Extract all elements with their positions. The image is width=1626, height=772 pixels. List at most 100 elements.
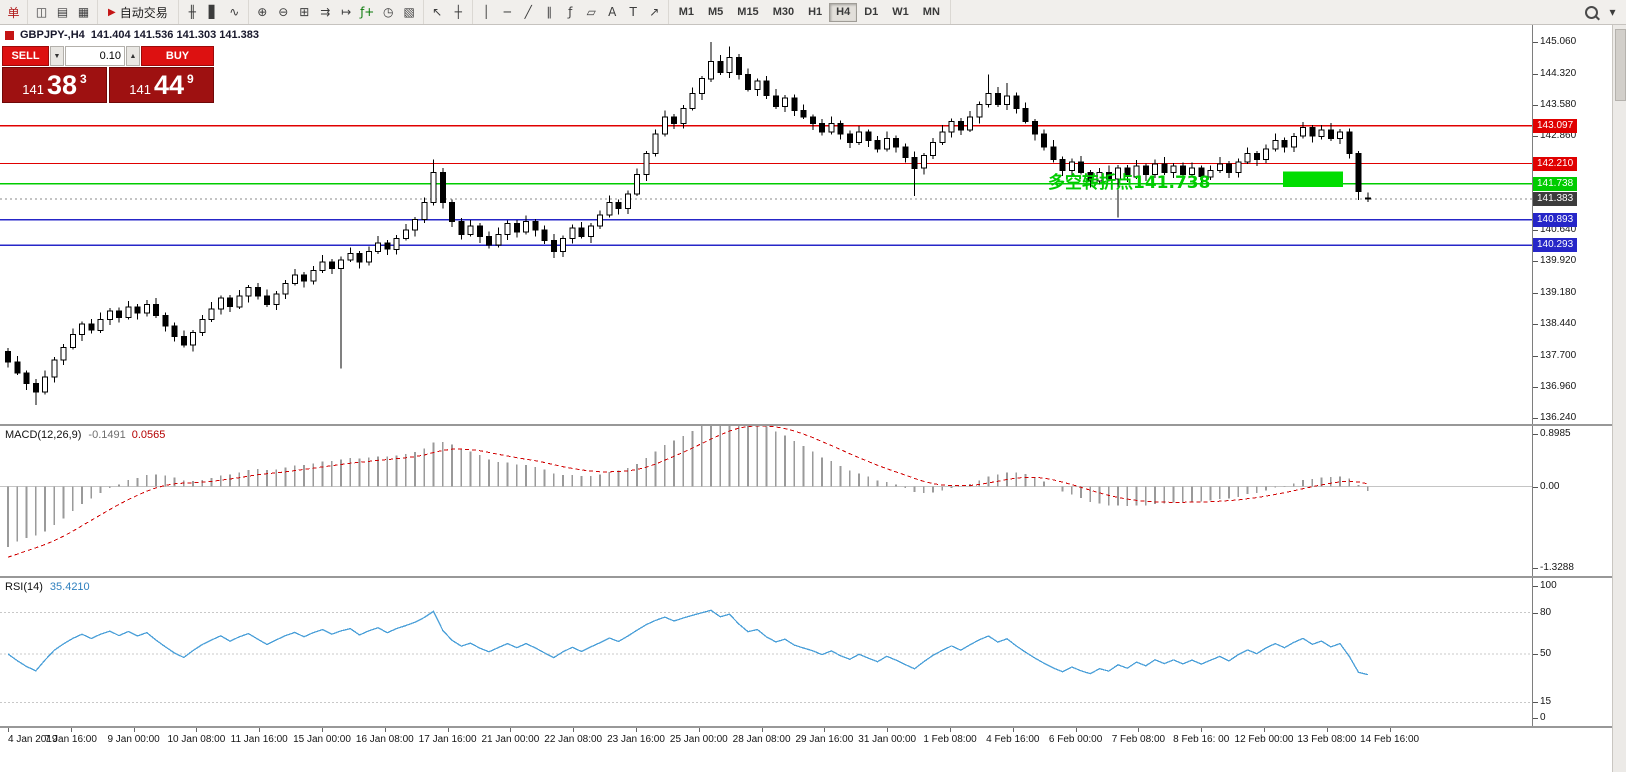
time-axis-tick (824, 728, 826, 732)
candlestick-chart-button[interactable]: ▋ (203, 2, 224, 23)
periods-button[interactable]: ◷ (378, 2, 399, 23)
time-axis-tick (322, 728, 323, 732)
search-icon[interactable] (1581, 2, 1602, 23)
autotrade-icon: ▶ (108, 6, 116, 18)
indicators-button[interactable]: ƒ+ (357, 2, 378, 23)
time-axis-label: 9 Jan 00:00 (107, 734, 160, 745)
time-axis-label: 21 Jan 00:00 (481, 734, 540, 745)
time-axis-tick (196, 728, 198, 732)
toolbar-group-zoom-arrange: ⊕ ⊖ ⊞ ⇉ ↦ ƒ+ ◷ ▧ (249, 0, 424, 24)
price-axis-label: 137.700 (1532, 350, 1577, 361)
price-axis[interactable]: 145.060144.320143.580142.860142.120141.3… (1532, 25, 1613, 772)
price-axis-label: 138.440 (1532, 318, 1577, 329)
macd-label: MACD(12,26,9) -0.1491 0.0565 (5, 429, 166, 441)
time-axis-label: 4 Jan 2019 (8, 734, 58, 745)
sell-button[interactable]: SELL (2, 46, 49, 66)
time-axis-label: 22 Jan 08:00 (544, 734, 603, 745)
time-axis-tick (1201, 728, 1203, 732)
time-axis-tick (510, 728, 512, 732)
sell-price-display[interactable]: 141 38 3 (2, 67, 107, 103)
volume-input[interactable] (65, 46, 125, 66)
zoom-in-button[interactable]: ⊕ (252, 2, 273, 23)
vertical-scrollbar-thumb[interactable] (1615, 29, 1626, 101)
time-axis-tick (1075, 728, 1077, 732)
equidistant-channel-button[interactable]: ∥ (539, 2, 560, 23)
cursor-button[interactable]: ↖ (427, 2, 448, 23)
time-axis-label: 13 Feb 08:00 (1297, 734, 1357, 745)
timeframe-button-m15[interactable]: M15 (730, 3, 765, 22)
price-axis-label: 144.320 (1532, 68, 1577, 79)
timeframe-button-m30[interactable]: M30 (766, 3, 801, 22)
chart-ohlc-readout: 141.404 141.536 141.303 141.383 (90, 29, 260, 41)
line-chart-button[interactable]: ∿ (224, 2, 245, 23)
fibonacci-button[interactable]: ƒ (560, 2, 581, 23)
profiles-button[interactable]: ▤ (52, 2, 73, 23)
time-axis-label: 8 Feb 16: 00 (1173, 734, 1230, 745)
tile-windows-button[interactable]: ⊞ (294, 2, 315, 23)
rsi-axis-label: 100 (1533, 580, 1557, 591)
price-axis-label: 140.640 (1532, 224, 1577, 235)
time-axis-tick (384, 728, 386, 732)
time-axis-tick (133, 728, 135, 732)
timeframe-button-mn[interactable]: MN (916, 3, 947, 22)
timeframe-button-d1[interactable]: D1 (857, 3, 885, 22)
time-axis-label: 10 Jan 08:00 (167, 734, 226, 745)
toolbar-group-objects: │ ─ ╱ ∥ ƒ ▱ A T ↗ (473, 0, 669, 24)
timeframe-button-w1[interactable]: W1 (885, 3, 916, 22)
chart-shift-button[interactable]: ↦ (336, 2, 357, 23)
crosshair-button[interactable]: ┼ (448, 2, 469, 23)
timeframe-button-h4[interactable]: H4 (829, 2, 858, 22)
auto-scroll-button[interactable]: ⇉ (315, 2, 336, 23)
bar-chart-button[interactable]: ╫ (182, 2, 203, 23)
time-axis-tick (573, 728, 575, 732)
macd-axis-label: -1.3288 (1533, 562, 1574, 573)
text-button[interactable]: A (602, 2, 623, 23)
price-axis-label: 136.960 (1532, 381, 1577, 392)
volume-increment-icon[interactable]: ▲ (126, 46, 140, 66)
rsi-indicator-pane[interactable] (0, 578, 1532, 726)
trendline-button[interactable]: ╱ (518, 2, 539, 23)
time-axis-tick (698, 728, 700, 732)
buy-price-display[interactable]: 141 44 9 (109, 67, 214, 103)
timeframe-button-h1[interactable]: H1 (801, 3, 829, 22)
time-axis-tick (1389, 728, 1391, 732)
buy-button[interactable]: BUY (141, 46, 214, 66)
toolbar-overflow-chevron-icon[interactable]: ▾ (1602, 2, 1623, 23)
price-axis-label: 139.180 (1532, 287, 1577, 298)
price-level-badge: 143.097 (1533, 119, 1578, 133)
time-axis-tick (447, 728, 449, 732)
pane-divider[interactable] (0, 576, 1626, 578)
vertical-line-button[interactable]: │ (476, 2, 497, 23)
timeframe-toolbar: M1 M5 M15 M30 H1 H4 D1 W1 MN (669, 0, 951, 24)
volume-decrement-icon[interactable]: ▼ (50, 46, 64, 66)
time-axis-tick (887, 728, 889, 732)
time-axis-label: 14 Feb 16:00 (1360, 734, 1420, 745)
zoom-out-button[interactable]: ⊖ (273, 2, 294, 23)
macd-value: -0.1491 (88, 429, 126, 441)
toolbar-group-trade: 单 (0, 0, 28, 24)
shapes-button[interactable]: ▱ (581, 2, 602, 23)
timeframe-button-m1[interactable]: M1 (672, 3, 701, 22)
price-axis-label: 143.580 (1532, 99, 1577, 110)
autotrade-button[interactable]: ▶ 自动交易 (101, 2, 175, 23)
macd-indicator-pane[interactable] (0, 426, 1532, 576)
new-chart-button[interactable]: ◫ (31, 2, 52, 23)
arrows-button[interactable]: ↗ (644, 2, 665, 23)
vertical-scrollbar[interactable] (1612, 25, 1626, 772)
time-axis-label: 31 Jan 00:00 (858, 734, 917, 745)
toolbar-group-cursor: ↖ ┼ (424, 0, 473, 24)
templates-button[interactable]: ▧ (399, 2, 420, 23)
toolbar-right: ▾ (1581, 2, 1626, 23)
timeframe-button-m5[interactable]: M5 (701, 3, 730, 22)
data-window-button[interactable]: ▦ (73, 2, 94, 23)
horizontal-line-button[interactable]: ─ (497, 2, 518, 23)
main-price-chart[interactable]: 多空转折点141.738 (0, 25, 1532, 424)
time-axis-label: 29 Jan 16:00 (795, 734, 854, 745)
pane-divider[interactable] (0, 424, 1626, 426)
pane-divider[interactable] (0, 726, 1626, 728)
chart-symbol-icon (5, 30, 14, 40)
time-axis[interactable]: 4 Jan 2019 7 Jan 16:00 9 Jan 00:00 10 Jan 0… (0, 728, 1626, 772)
text-label-button[interactable]: T (623, 2, 644, 23)
new-order-button[interactable]: 单 (3, 2, 24, 23)
magnifier-glyph (1585, 5, 1598, 19)
